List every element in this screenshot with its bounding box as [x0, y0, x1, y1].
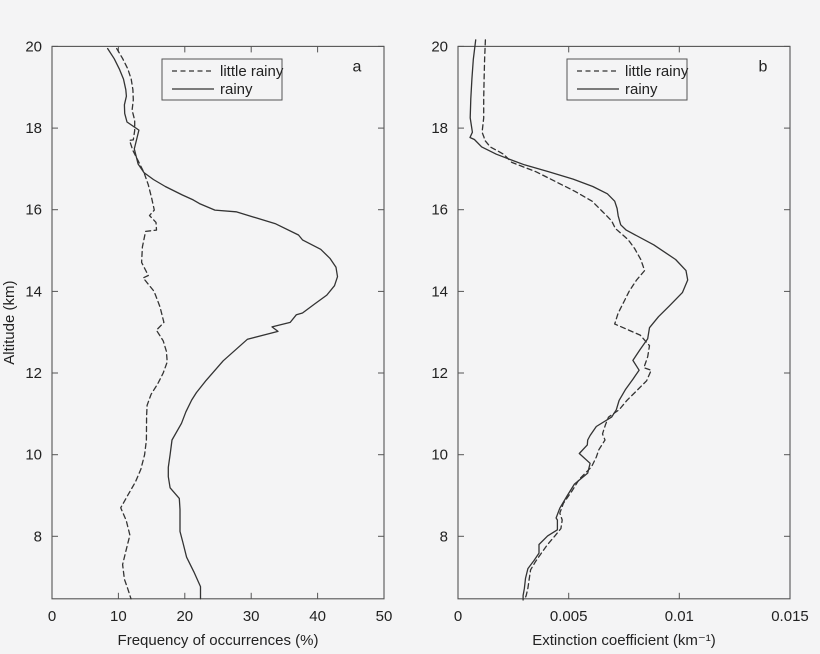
- svg-text:12: 12: [431, 365, 448, 382]
- svg-text:0.01: 0.01: [665, 608, 694, 625]
- svg-text:Frequency of occurrences (%): Frequency of occurrences (%): [118, 632, 319, 649]
- svg-text:18: 18: [431, 120, 448, 137]
- svg-text:12: 12: [25, 365, 42, 382]
- svg-text:18: 18: [25, 120, 42, 137]
- svg-text:0.015: 0.015: [771, 608, 809, 625]
- svg-text:0.005: 0.005: [550, 608, 588, 625]
- svg-text:Extinction coefficient (km⁻¹): Extinction coefficient (km⁻¹): [532, 632, 716, 649]
- svg-text:14: 14: [431, 283, 448, 300]
- svg-text:40: 40: [309, 608, 326, 625]
- svg-text:0: 0: [48, 608, 56, 625]
- svg-text:20: 20: [431, 38, 448, 55]
- svg-text:20: 20: [176, 608, 193, 625]
- svg-text:30: 30: [243, 608, 260, 625]
- svg-text:16: 16: [431, 202, 448, 219]
- svg-text:10: 10: [25, 447, 42, 464]
- svg-text:a: a: [353, 58, 362, 75]
- svg-text:14: 14: [25, 283, 42, 300]
- svg-text:16: 16: [25, 202, 42, 219]
- svg-text:rainy: rainy: [220, 81, 253, 98]
- svg-text:8: 8: [34, 528, 42, 545]
- svg-text:8: 8: [440, 528, 448, 545]
- svg-text:20: 20: [25, 38, 42, 55]
- svg-text:Altitude (km): Altitude (km): [1, 281, 18, 365]
- svg-text:10: 10: [431, 447, 448, 464]
- svg-text:rainy: rainy: [625, 81, 658, 98]
- svg-text:little rainy: little rainy: [220, 63, 284, 80]
- svg-text:little rainy: little rainy: [625, 63, 689, 80]
- svg-text:10: 10: [110, 608, 127, 625]
- svg-text:50: 50: [376, 608, 393, 625]
- svg-text:0: 0: [454, 608, 462, 625]
- svg-text:b: b: [759, 58, 768, 75]
